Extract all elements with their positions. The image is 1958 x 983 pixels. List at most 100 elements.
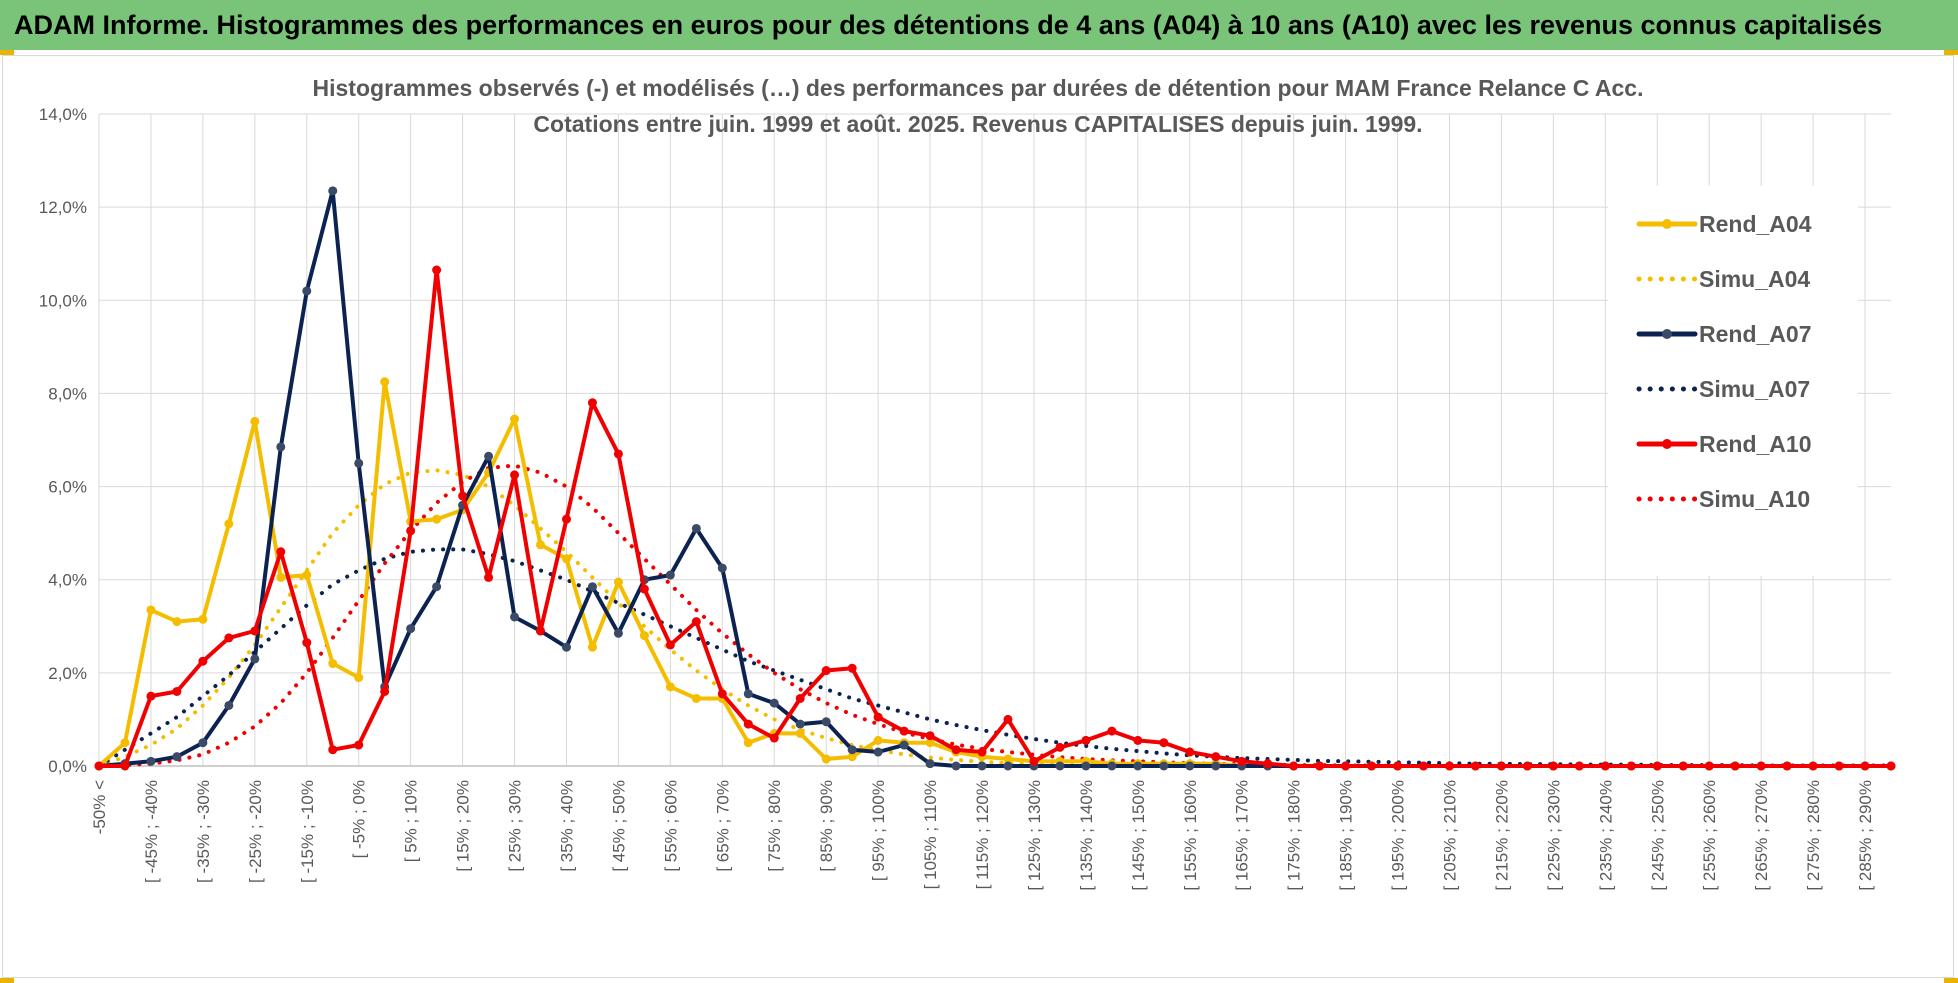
axis-layer: 0,0% 2,0% 4,0% 6,0% 8,0% 10,0% 12,0% 14,0% -50% … xyxy=(39,105,1891,891)
data-point-rend-a04 xyxy=(561,554,571,564)
data-point-rend-a10 xyxy=(1237,756,1247,766)
x-tick-label: [ 145% ; 150% xyxy=(1129,780,1148,891)
data-point-rend-a10 xyxy=(639,584,649,594)
x-tick-label: [ -45% ; -40% xyxy=(142,780,161,883)
data-point-rend-a04 xyxy=(536,540,546,550)
x-tick-label: [ 35% ; 40% xyxy=(557,780,576,872)
data-point-rend-a10 xyxy=(769,733,779,743)
data-point-rend-a07 xyxy=(510,612,520,622)
data-point-rend-a10 xyxy=(406,526,416,536)
data-point-rend-a04 xyxy=(665,682,675,692)
x-tick-label: [ 215% ; 220% xyxy=(1492,780,1511,891)
x-tick-label: [ 195% ; 200% xyxy=(1389,780,1408,891)
x-tick-label: -50% < xyxy=(90,780,109,834)
data-point-rend-a10 xyxy=(1159,738,1169,748)
data-point-rend-a10 xyxy=(1419,761,1429,771)
data-point-rend-a07 xyxy=(484,451,494,461)
histogram-line-chart: 0,0% 2,0% 4,0% 6,0% 8,0% 10,0% 12,0% 14,0% -50% … xyxy=(39,75,1896,891)
data-point-rend-a10 xyxy=(94,761,104,771)
data-point-rend-a10 xyxy=(795,693,805,703)
data-point-rend-a10 xyxy=(1081,735,1091,745)
data-point-rend-a07 xyxy=(561,642,571,652)
data-point-rend-a10 xyxy=(613,449,623,459)
x-tick-label: [ 135% ; 140% xyxy=(1077,780,1096,891)
data-point-rend-a10 xyxy=(925,731,935,741)
data-point-rend-a07 xyxy=(951,761,961,771)
data-point-rend-a07 xyxy=(795,719,805,729)
data-point-rend-a07 xyxy=(328,186,338,196)
data-point-rend-a07 xyxy=(1159,761,1169,771)
data-point-rend-a10 xyxy=(1522,761,1532,771)
data-point-rend-a07 xyxy=(925,759,935,769)
data-point-rend-a10 xyxy=(743,719,753,729)
data-point-rend-a07 xyxy=(250,654,260,664)
data-point-rend-a07 xyxy=(406,624,416,634)
x-tick-label: [ 55% ; 60% xyxy=(661,780,680,872)
data-point-rend-a07 xyxy=(1003,761,1013,771)
data-point-rend-a07 xyxy=(1081,761,1091,771)
x-tick-label: [ 85% ; 90% xyxy=(817,780,836,872)
data-point-rend-a10 xyxy=(847,663,857,673)
legend-label-simu-a04: Simu_A04 xyxy=(1699,266,1810,292)
legend-label-rend-a04: Rend_A04 xyxy=(1699,211,1812,237)
x-tick-label: [ -35% ; -30% xyxy=(194,780,213,883)
data-point-rend-a10 xyxy=(1289,761,1299,771)
legend-label-simu-a07: Simu_A07 xyxy=(1699,376,1810,402)
data-point-rend-a07 xyxy=(1211,761,1221,771)
data-point-rend-a04 xyxy=(354,673,364,683)
corner-accent-bottom-left xyxy=(0,978,14,983)
data-point-rend-a10 xyxy=(1341,761,1351,771)
data-point-rend-a10 xyxy=(1808,761,1818,771)
data-point-rend-a10 xyxy=(1211,752,1221,762)
data-point-rend-a10 xyxy=(1574,761,1584,771)
series-line-simu-a04 xyxy=(97,468,1893,768)
x-tick-label: [ 265% ; 270% xyxy=(1752,780,1771,891)
data-point-rend-a10 xyxy=(1782,761,1792,771)
data-point-rend-a10 xyxy=(587,398,597,408)
x-tick-label: [ 285% ; 290% xyxy=(1856,780,1875,891)
data-point-rend-a10 xyxy=(276,547,286,557)
series-layer xyxy=(94,186,1896,771)
data-point-rend-a10 xyxy=(432,265,442,275)
data-point-rend-a10 xyxy=(1393,761,1403,771)
data-point-rend-a04 xyxy=(639,631,649,641)
data-point-rend-a04 xyxy=(224,519,234,529)
legend-marker-rend-a04 xyxy=(1662,219,1672,229)
data-point-rend-a07 xyxy=(847,745,857,755)
chart-title: Histogrammes observés (-) et modélisés (… xyxy=(313,75,1644,101)
data-point-rend-a10 xyxy=(1548,761,1558,771)
data-point-rend-a10 xyxy=(1652,761,1662,771)
data-point-rend-a07 xyxy=(1055,761,1065,771)
x-tick-label: [ 105% ; 110% xyxy=(921,780,940,889)
data-point-rend-a07 xyxy=(276,442,286,452)
data-point-rend-a04 xyxy=(432,514,442,524)
data-point-rend-a10 xyxy=(1315,761,1325,771)
x-tick-label: [ 255% ; 260% xyxy=(1700,780,1719,891)
data-point-rend-a10 xyxy=(172,686,182,696)
data-point-rend-a10 xyxy=(951,745,961,755)
data-point-rend-a10 xyxy=(1704,761,1714,771)
chart-subtitle: Cotations entre juin. 1999 et août. 2025… xyxy=(533,111,1422,137)
x-tick-label: [ 115% ; 120% xyxy=(973,780,992,889)
data-point-rend-a07 xyxy=(691,523,701,533)
x-tick-label: [ 245% ; 250% xyxy=(1648,780,1667,891)
x-tick-label: [ 15% ; 20% xyxy=(454,780,473,872)
data-point-rend-a04 xyxy=(302,570,312,580)
corner-accent-top-left xyxy=(0,50,14,55)
x-tick-label: [ 225% ; 230% xyxy=(1544,780,1563,891)
data-point-rend-a10 xyxy=(536,626,546,636)
data-point-rend-a10 xyxy=(302,638,312,648)
x-tick-label: [ 235% ; 240% xyxy=(1596,780,1615,891)
x-tick-label: [ -15% ; -10% xyxy=(298,780,317,883)
data-point-rend-a07 xyxy=(198,738,208,748)
legend-label-rend-a10: Rend_A10 xyxy=(1699,431,1811,457)
data-point-rend-a04 xyxy=(146,605,156,615)
y-tick-label: 2,0% xyxy=(48,664,87,683)
data-point-rend-a04 xyxy=(873,735,883,745)
data-point-rend-a10 xyxy=(691,617,701,627)
x-tick-label: [ 155% ; 160% xyxy=(1181,780,1200,891)
data-point-rend-a10 xyxy=(250,626,260,636)
data-point-rend-a07 xyxy=(977,761,987,771)
data-point-rend-a07 xyxy=(1185,761,1195,771)
data-point-rend-a10 xyxy=(1886,761,1896,771)
